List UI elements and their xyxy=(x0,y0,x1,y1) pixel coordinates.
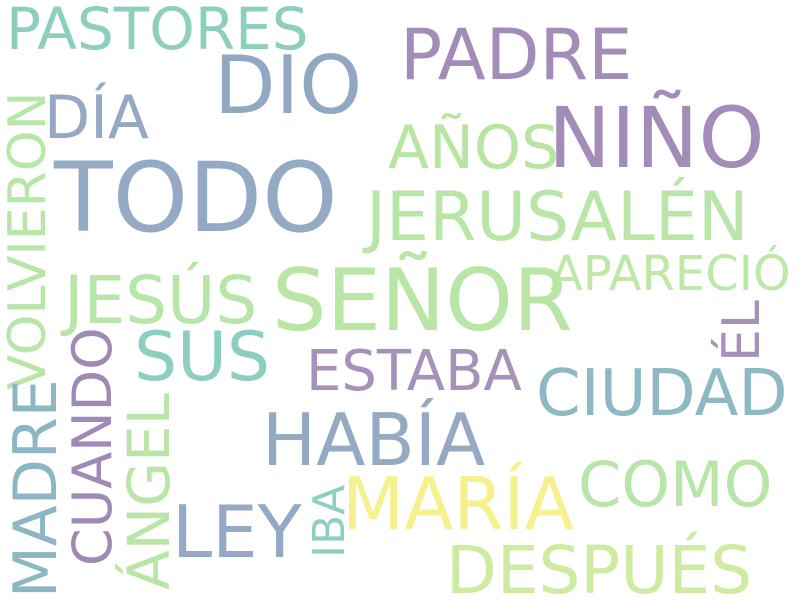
word-pastores: PASTORES xyxy=(6,0,309,63)
word-maria: MARÍA xyxy=(342,462,574,546)
word-madre: MADRE xyxy=(1,379,71,598)
word-sus: SUS xyxy=(134,318,271,397)
word-cuando: CUANDO xyxy=(61,327,124,566)
word-aparecio: APARECIÓ xyxy=(550,246,791,302)
word-angel: ÁNGEL xyxy=(115,393,183,590)
word-jerusalen: JERUSALÉN xyxy=(366,178,749,257)
word-nino: NIÑO xyxy=(548,89,765,187)
word-estaba: ESTABA xyxy=(306,339,522,404)
word-dia: DÍA xyxy=(44,83,149,153)
word-ciudad: CIUDAD xyxy=(536,357,788,431)
word-todo: TODO xyxy=(54,142,338,254)
word-ley: LEY xyxy=(172,490,302,574)
word-jesus: JESÚS xyxy=(64,262,258,339)
word-volvieron: VOLVIERON xyxy=(0,91,58,390)
word-despues: DESPUÉS xyxy=(446,532,753,600)
word-anos: AÑOS xyxy=(388,113,560,183)
word-padre: PADRE xyxy=(400,14,633,96)
word-el: ÉL xyxy=(712,300,772,362)
word-senor: SEÑOR xyxy=(272,251,573,351)
word-dio: DIO xyxy=(214,39,363,132)
word-habia: HABÍA xyxy=(262,398,486,482)
word-como: COMO xyxy=(578,448,773,521)
word-iba: IBA xyxy=(304,484,355,558)
